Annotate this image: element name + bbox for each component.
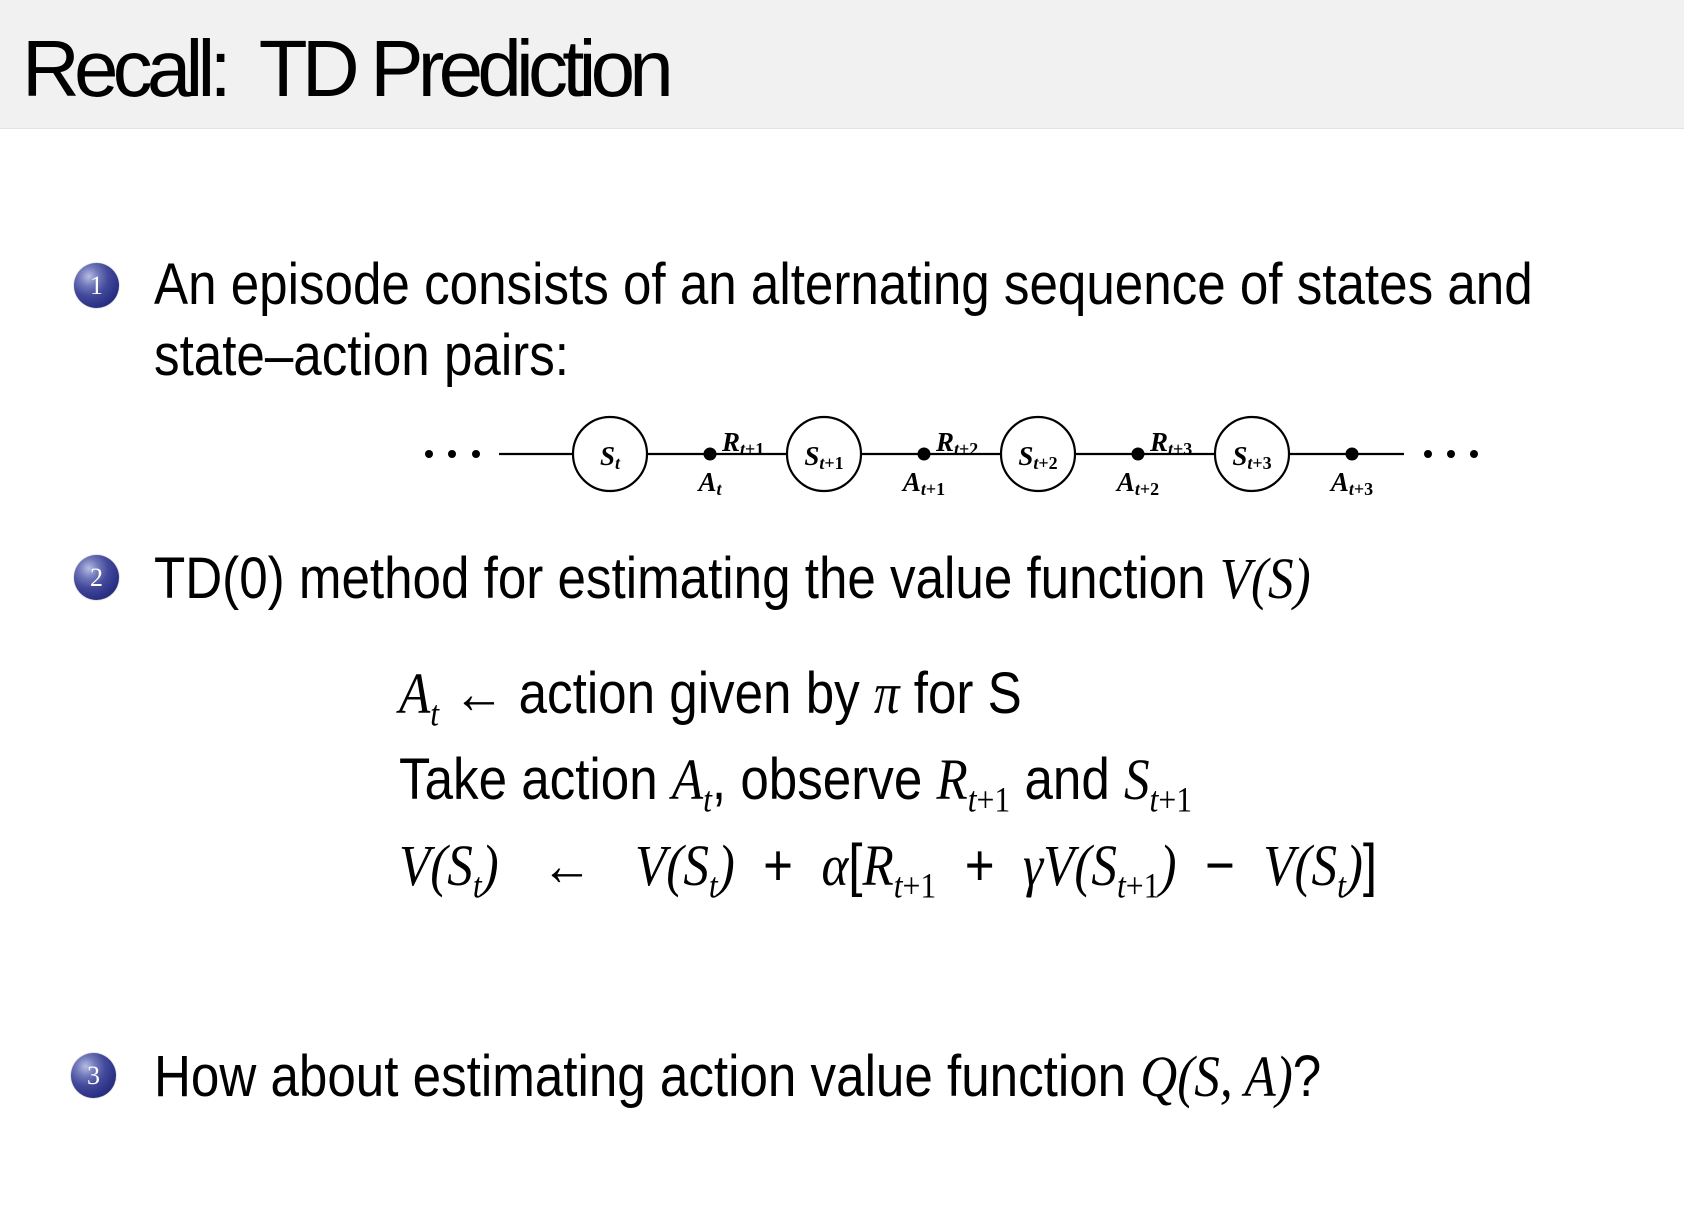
svg-text:At: At <box>696 467 722 499</box>
svg-text:Rt+2: Rt+2 <box>935 427 978 459</box>
svg-text:At+3: At+3 <box>1329 467 1373 499</box>
svg-text:At+1: At+1 <box>901 467 945 499</box>
svg-text:At+2: At+2 <box>1115 467 1159 499</box>
svg-text:Rt+3: Rt+3 <box>1149 427 1192 459</box>
svg-text:Rt+1: Rt+1 <box>721 427 764 459</box>
